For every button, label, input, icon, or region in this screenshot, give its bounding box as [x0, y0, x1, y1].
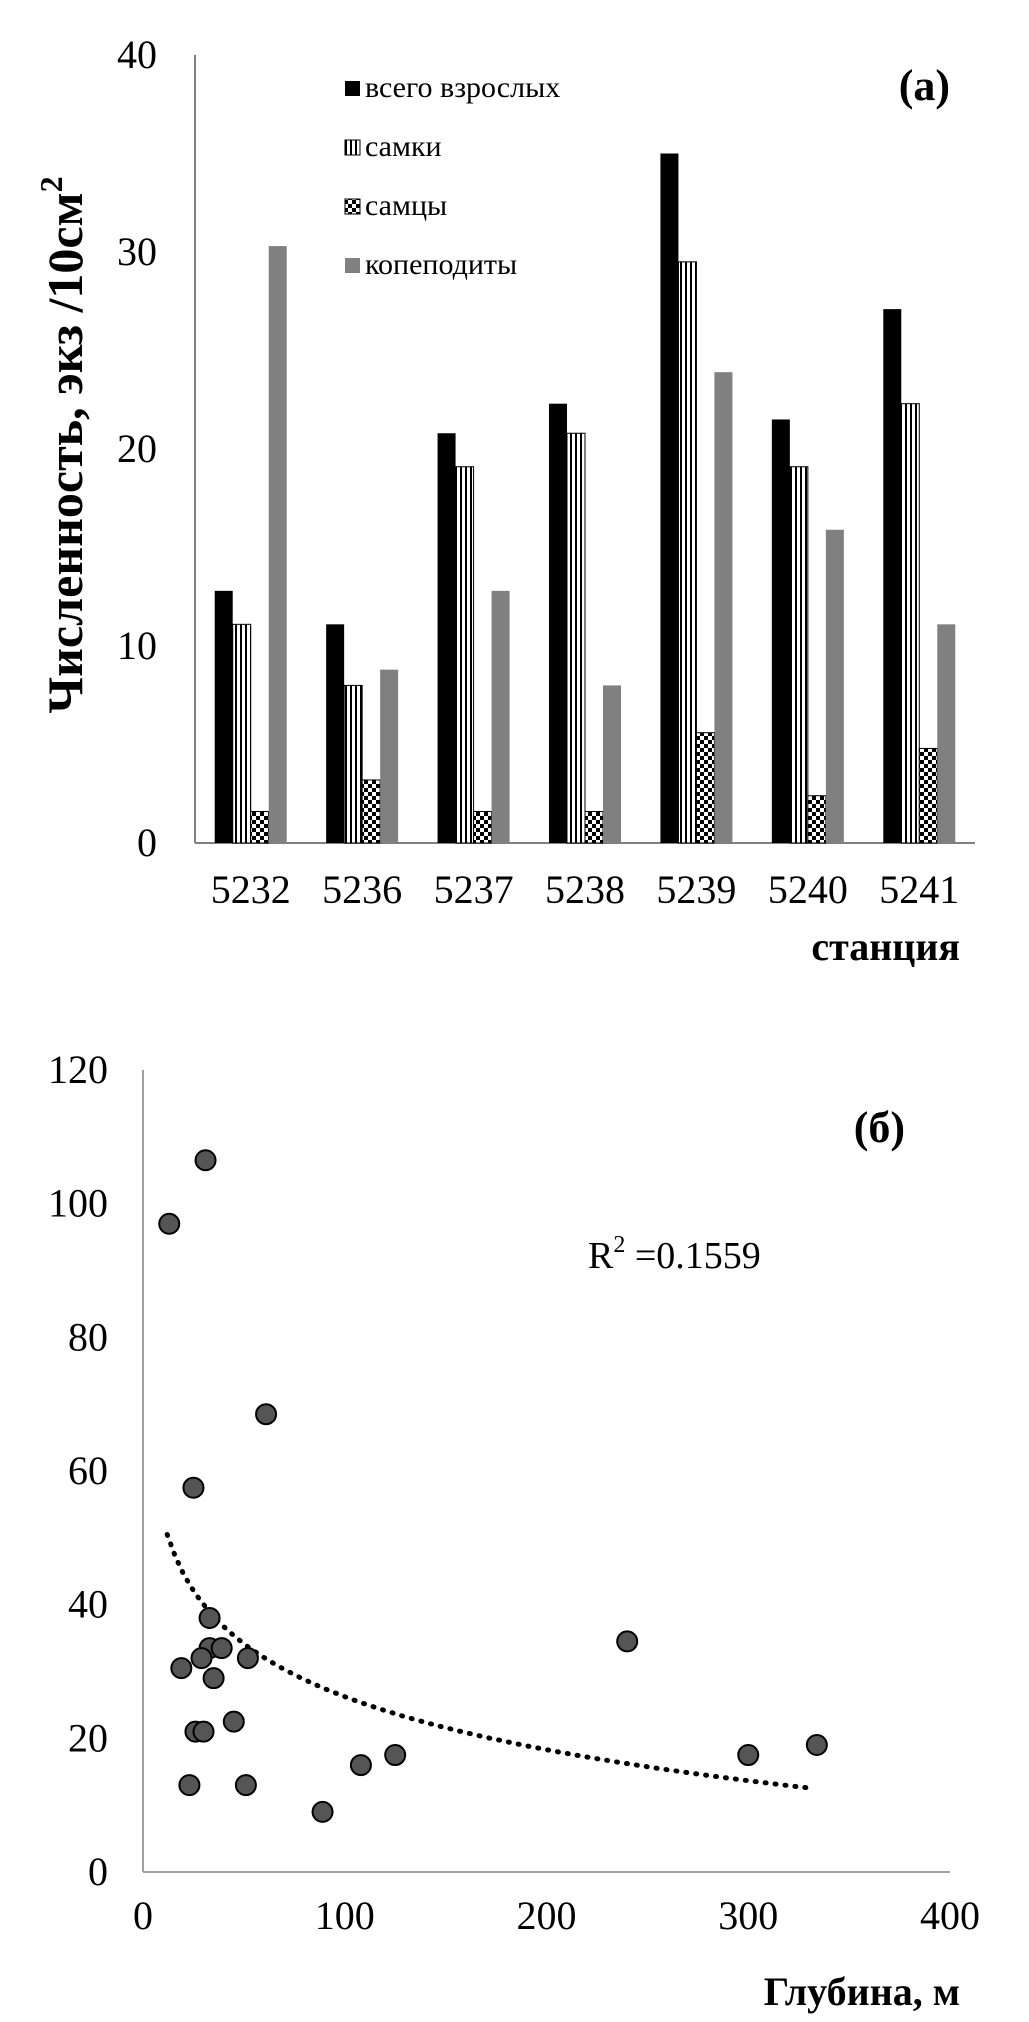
legend-label: самки	[365, 130, 442, 163]
scatter-chart-b: 0 20 40 60 80 100 120 0 100 200 300 400 (б) R2 =0.1…	[48, 1047, 980, 2014]
bar	[214, 590, 233, 843]
panel-label-a: (а)	[899, 61, 950, 110]
x-tick-label-a: 5240	[768, 867, 848, 912]
y-tick-label-a: 40	[117, 32, 157, 77]
x-tick-label-b: 0	[133, 1893, 153, 1938]
x-tick-label-b: 300	[718, 1893, 778, 1938]
scatter-point	[192, 1720, 215, 1743]
scatter-point	[194, 1149, 217, 1172]
x-tick-label-a: 5239	[656, 867, 736, 912]
bar	[343, 684, 363, 844]
x-tick-label-a: 5236	[322, 867, 402, 912]
scatter-point	[384, 1744, 407, 1767]
bar	[771, 419, 790, 843]
bar	[603, 685, 621, 843]
x-tick-label-b: 200	[517, 1893, 577, 1938]
r-squared-annotation: R2 =0.1559	[588, 1232, 761, 1277]
y-tick-label-a: 0	[137, 820, 157, 865]
x-tick-label-a: 5232	[211, 867, 291, 912]
scatter-point	[255, 1403, 278, 1426]
x-tick-label-a: 5238	[545, 867, 625, 912]
x-tick-label-b: 100	[315, 1893, 375, 1938]
bar	[437, 433, 456, 843]
bar	[918, 747, 938, 844]
x-axis-label-b: Глубина, м	[764, 1969, 960, 2014]
trendline	[164, 1532, 816, 1791]
legend-swatch	[345, 81, 360, 96]
bar	[584, 810, 604, 844]
legend-swatch	[345, 258, 360, 273]
legend-swatch	[344, 139, 361, 156]
bar-chart-a: 0 10 20 30 40 5232 5236 5237 5238 5239 5240 5241 вс…	[33, 32, 975, 969]
scatter-point	[178, 1774, 201, 1797]
x-axis-label-a: станция	[811, 924, 960, 969]
bar	[695, 732, 715, 844]
bar	[714, 372, 733, 843]
y-tick-label-b: 0	[88, 1849, 108, 1894]
bar	[566, 432, 586, 844]
bar	[380, 669, 399, 843]
bar	[937, 624, 956, 843]
bar-chart-axes: 0 10 20 30 40 5232 5236 5237 5238 5239 5240 5241	[117, 32, 975, 912]
bar	[473, 810, 493, 844]
y-tick-label-b: 40	[68, 1582, 108, 1627]
scatter-point	[737, 1744, 760, 1767]
scatter-point	[182, 1476, 205, 1499]
scatter-trendline	[164, 1532, 816, 1791]
legend-label: всего взрослых	[365, 71, 560, 104]
scatter-point	[210, 1637, 233, 1660]
scatter-point	[170, 1657, 193, 1680]
x-tick-label-a: 5237	[434, 867, 514, 912]
bar	[807, 795, 827, 844]
bar	[326, 624, 345, 843]
bar	[250, 810, 270, 844]
bar	[232, 623, 252, 844]
bar	[825, 529, 844, 843]
x-tick-label-b: 400	[920, 1893, 980, 1938]
y-axis-label-a: Численность, экз /10см2	[33, 176, 93, 713]
bar	[455, 466, 475, 844]
y-tick-label-b: 60	[68, 1448, 108, 1493]
legend-swatch	[344, 198, 361, 215]
scatter-point	[236, 1647, 259, 1670]
bar	[677, 261, 697, 844]
scatter-point	[190, 1647, 213, 1670]
scatter-point	[349, 1754, 372, 1777]
bar	[268, 246, 287, 844]
bar-chart-bars	[214, 153, 956, 844]
bar	[549, 403, 567, 843]
scatter-point	[198, 1607, 221, 1630]
x-tick-label-a: 5241	[879, 867, 959, 912]
bar	[660, 153, 679, 843]
scatter-chart-axes: 0 20 40 60 80 100 120 0 100 200 300 400	[48, 1047, 980, 1938]
bar	[900, 403, 920, 844]
y-tick-label-a: 10	[117, 623, 157, 668]
panel-label-b: (б)	[854, 1103, 905, 1152]
scatter-points	[158, 1149, 828, 1823]
scatter-point	[222, 1710, 245, 1733]
y-tick-label-b: 20	[68, 1715, 108, 1760]
y-tick-label-b: 100	[48, 1181, 108, 1226]
legend-label: самцы	[365, 189, 447, 222]
bar	[491, 590, 510, 843]
legend-label: копеподиты	[365, 248, 517, 281]
bar	[789, 466, 809, 844]
scatter-point	[616, 1630, 639, 1653]
scatter-point	[311, 1800, 334, 1823]
y-tick-label-a: 20	[117, 426, 157, 471]
scatter-point	[234, 1774, 257, 1797]
bar	[883, 309, 902, 843]
scatter-point	[202, 1667, 225, 1690]
y-tick-label-a: 30	[117, 229, 157, 274]
y-tick-label-b: 120	[48, 1047, 108, 1092]
bar-chart-legend: всего взрослых самки самцы копеподиты	[344, 71, 560, 281]
scatter-point	[805, 1734, 828, 1757]
scatter-point	[158, 1212, 181, 1235]
y-tick-label-b: 80	[68, 1314, 108, 1359]
bar	[361, 779, 381, 844]
